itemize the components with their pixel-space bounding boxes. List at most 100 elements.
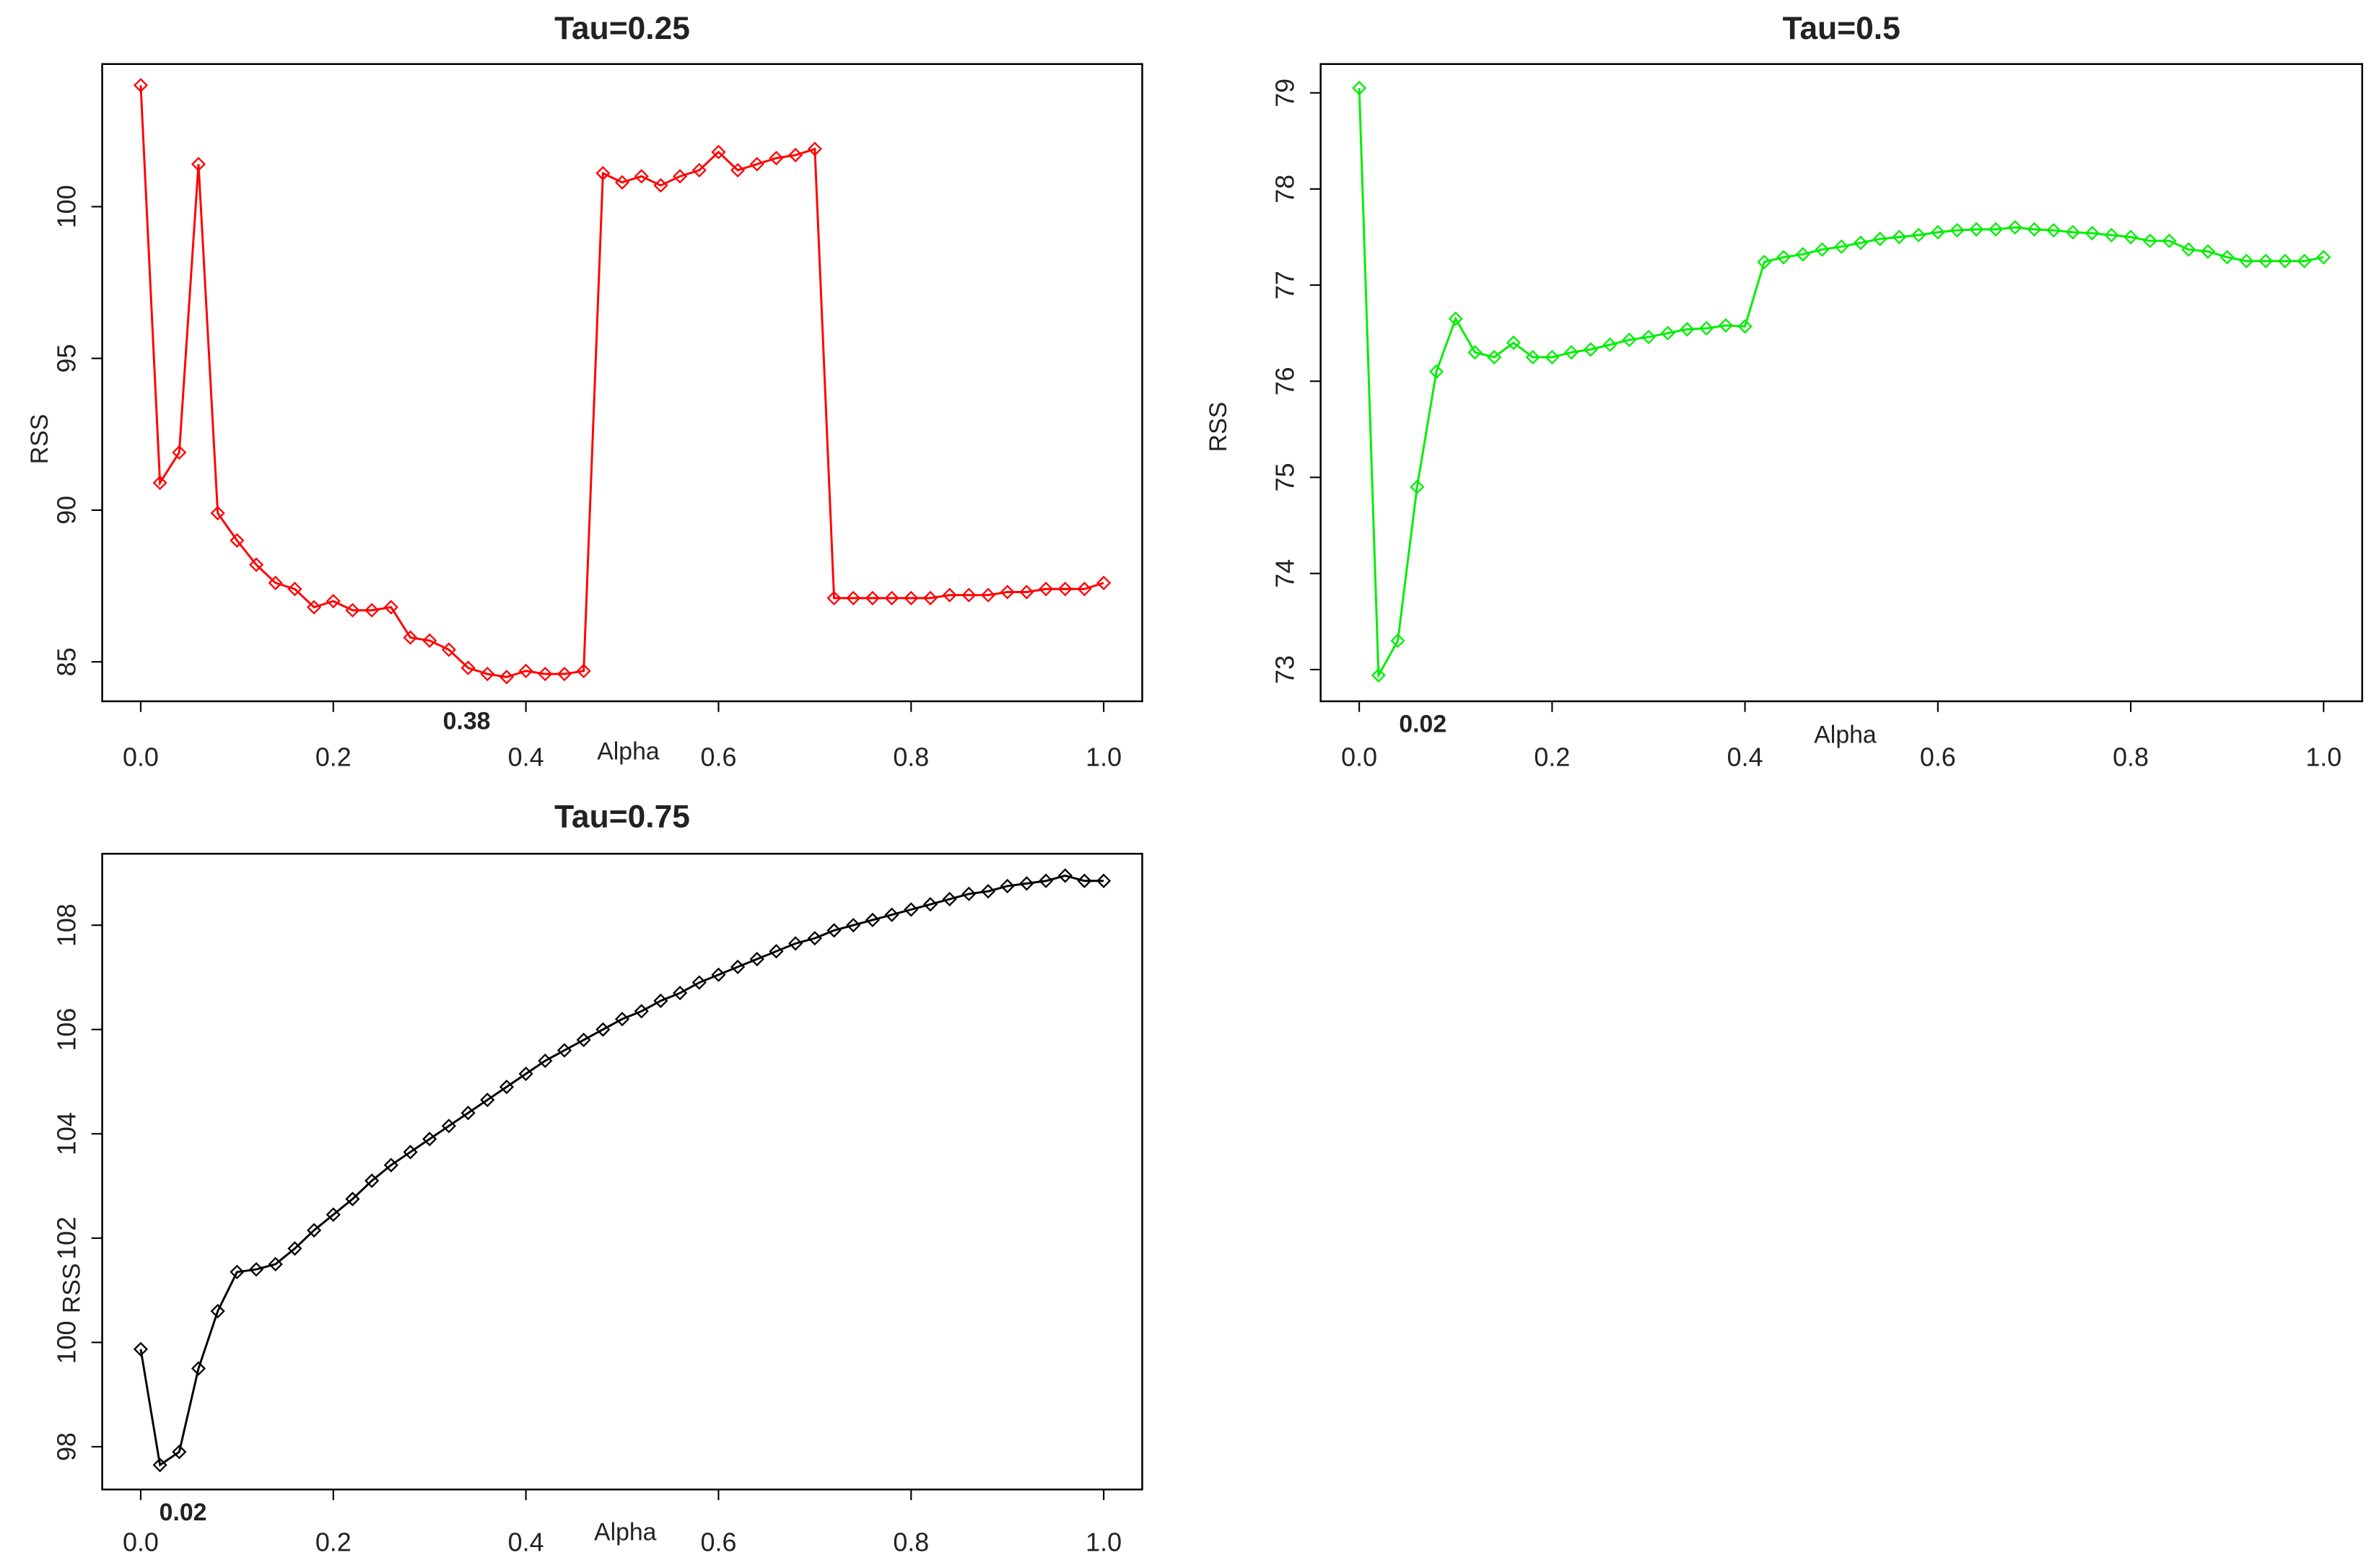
point (653, 993, 668, 1009)
point (904, 590, 919, 605)
point (287, 582, 302, 597)
point (556, 666, 572, 682)
y-tick-label: 78 (1270, 175, 1300, 203)
point (788, 936, 803, 951)
x-tick-label: 0.4 (1727, 743, 1763, 772)
point (846, 918, 861, 933)
point (383, 600, 398, 615)
point (230, 1264, 245, 1279)
point (2162, 233, 2177, 248)
chart-title: Tau=0.25 (554, 11, 690, 46)
point (1057, 868, 1073, 883)
annotation: 0.38 (443, 707, 491, 735)
point (922, 897, 938, 912)
point (1583, 342, 1598, 357)
point (268, 1256, 283, 1272)
y-tick-label: 77 (1270, 271, 1300, 299)
point (1352, 80, 1367, 96)
point (383, 1157, 398, 1173)
point (1795, 247, 1810, 262)
y-tick-label: 98 (52, 1432, 82, 1461)
x-tick-label: 0.8 (893, 743, 929, 772)
point (1487, 349, 1502, 365)
point (1872, 232, 1887, 247)
point (711, 967, 726, 982)
point (460, 1105, 476, 1121)
point (172, 1445, 187, 1460)
point (191, 157, 206, 172)
y-tick-label: 100 (52, 1320, 82, 1364)
x-tick-label: 1.0 (2305, 743, 2341, 772)
point (865, 912, 881, 928)
point (673, 169, 688, 184)
point (1930, 224, 1945, 240)
point (1853, 235, 1869, 250)
point (345, 1191, 360, 1206)
point (691, 162, 707, 178)
point (1757, 255, 1772, 270)
point (691, 975, 707, 990)
y-axis-label: RSS (26, 414, 53, 465)
point (1525, 349, 1540, 365)
point (499, 1079, 515, 1095)
point (2085, 226, 2100, 241)
data-line (139, 874, 1104, 1467)
point (904, 902, 919, 917)
point (2258, 253, 2274, 268)
point (1776, 250, 1791, 265)
chart-title: Tau=0.75 (554, 799, 690, 834)
point (1564, 345, 1579, 360)
point (2065, 224, 2080, 240)
x-tick-label: 0.6 (1920, 743, 1956, 772)
point (326, 1207, 341, 1222)
point (172, 444, 187, 460)
point (133, 1341, 149, 1357)
y-tick-label: 108 (52, 903, 82, 947)
y-tick-label: 76 (1270, 367, 1300, 395)
point (1602, 337, 1618, 352)
point (538, 666, 553, 682)
point (1950, 223, 1965, 238)
point (673, 986, 688, 1001)
point (2277, 253, 2292, 268)
point (730, 959, 746, 975)
point (1428, 364, 1444, 380)
x-tick-label: 0.2 (315, 743, 352, 772)
point (1096, 873, 1112, 888)
point (2239, 253, 2254, 268)
point (268, 575, 283, 590)
point (1096, 575, 1112, 590)
x-tick-label: 1.0 (1086, 1528, 1122, 1557)
point (614, 1012, 630, 1027)
y-axis-label: RSS (1205, 402, 1232, 452)
point (2027, 222, 2042, 237)
point (1000, 584, 1015, 600)
y-tick-label: 90 (52, 496, 82, 525)
point (1057, 582, 1073, 597)
point (1371, 667, 1386, 683)
point (422, 1131, 437, 1147)
point (1718, 317, 1733, 333)
point (152, 1458, 167, 1473)
point (2046, 223, 2061, 238)
point (1077, 873, 1092, 888)
point (807, 931, 822, 946)
point (2007, 220, 2022, 235)
point (595, 166, 611, 181)
point (884, 907, 899, 922)
point (2200, 244, 2216, 259)
point (980, 587, 996, 603)
point (865, 590, 881, 605)
point (2123, 229, 2139, 245)
point (576, 663, 591, 678)
y-tick-label: 100 (52, 185, 82, 228)
point (614, 175, 630, 190)
y-tick-label: 74 (1270, 559, 1300, 588)
point (133, 78, 149, 93)
point (980, 884, 996, 899)
chart-title: Tau=0.5 (1783, 11, 1900, 46)
point (365, 603, 380, 618)
point (210, 1303, 225, 1319)
y-tick-label: 75 (1270, 463, 1300, 492)
x-axis-label: Alpha (597, 738, 660, 766)
